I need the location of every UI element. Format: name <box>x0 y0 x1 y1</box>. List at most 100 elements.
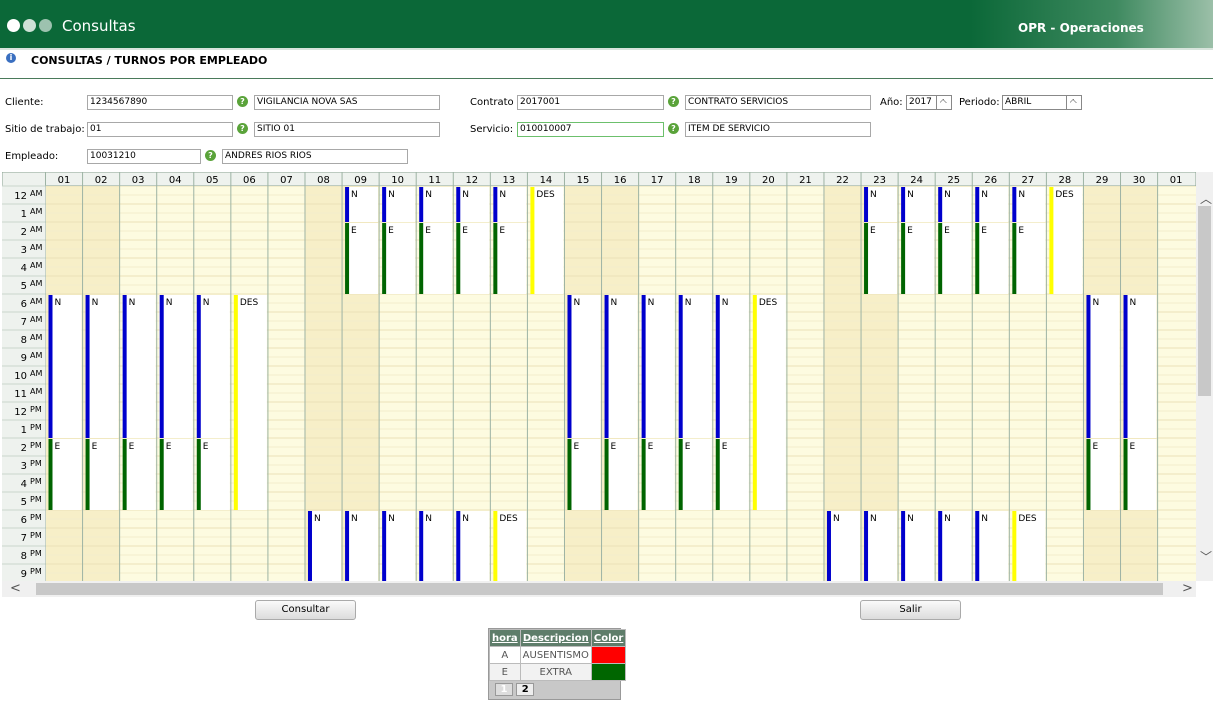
shift-block <box>1086 439 1120 510</box>
consultar-button[interactable]: Consultar <box>255 600 356 620</box>
hour-label: 5 <box>21 281 27 292</box>
shift-label: N <box>129 298 136 308</box>
scroll-down[interactable]: ﹀ <box>1200 550 1213 564</box>
text-input[interactable]: 2017001 <box>517 95 664 110</box>
column-header[interactable]: Descripcion <box>519 629 592 647</box>
shift-bar <box>901 511 906 581</box>
horizontal-scrollbar[interactable]: < > <box>2 581 1196 597</box>
select[interactable]: 2017 <box>906 95 952 110</box>
shift-block <box>233 295 267 510</box>
legend-panel: hora Descripcion Color A AUSENTISMO E EXTRA … <box>488 628 627 700</box>
window-dot <box>23 19 36 32</box>
hour-label: 9 <box>21 353 27 364</box>
text-input[interactable]: CONTRATO SERVICIOS <box>685 95 871 110</box>
shift-block <box>419 223 453 294</box>
scroll-right[interactable]: > <box>1182 581 1193 596</box>
shift-block <box>345 223 379 294</box>
hour-label: 3 <box>21 245 27 256</box>
shift-label: N <box>1130 298 1137 308</box>
hour-label: 7 <box>21 317 27 328</box>
shift-block <box>975 511 1009 581</box>
help-icon[interactable]: ? <box>668 96 679 107</box>
shift-label: E <box>648 442 654 452</box>
day-header: 03 <box>132 175 145 186</box>
day-header: 20 <box>762 175 775 186</box>
scroll-thumb[interactable] <box>1198 206 1211 396</box>
text-input[interactable]: ANDRES RIOS RIOS <box>222 149 408 164</box>
shift-bar <box>456 511 461 581</box>
shift-block <box>938 187 972 222</box>
shift-label: DES <box>240 298 259 308</box>
help-icon[interactable]: ? <box>237 123 248 134</box>
hour-label: 11 <box>14 389 27 400</box>
column-header[interactable]: Color <box>590 629 627 647</box>
shift-block <box>122 439 156 510</box>
day-header: 28 <box>1059 175 1072 186</box>
shift-label: N <box>425 190 432 200</box>
select[interactable]: ABRIL <box>1002 95 1082 110</box>
hour-label: 4 <box>21 479 27 490</box>
help-icon[interactable]: ? <box>668 123 679 134</box>
shift-bar <box>641 295 646 438</box>
page-link[interactable]: 1 <box>495 683 513 696</box>
scroll-thumb[interactable] <box>36 583 1163 595</box>
shift-block <box>196 295 230 438</box>
day-header: 12 <box>465 175 478 186</box>
shift-block <box>382 223 416 294</box>
shift-block <box>715 439 749 510</box>
day-header: 02 <box>95 175 108 186</box>
shift-label: DES <box>759 298 778 308</box>
day-header: 15 <box>577 175 590 186</box>
page-link[interactable]: 2 <box>516 683 535 696</box>
text-input[interactable]: VIGILANCIA NOVA SAS <box>254 95 440 110</box>
field-label: Empleado: <box>5 151 59 162</box>
code-cell: E <box>489 663 521 681</box>
day-header: 22 <box>836 175 849 186</box>
shift-label: N <box>92 298 99 308</box>
shift-bar <box>233 295 238 510</box>
shift-block <box>159 295 193 438</box>
text-input[interactable]: 10031210 <box>87 149 201 164</box>
salir-button[interactable]: Salir <box>860 600 961 620</box>
day-header: 07 <box>280 175 293 186</box>
text-input[interactable]: 01 <box>87 122 233 137</box>
shift-block <box>1123 439 1157 510</box>
shift-block <box>456 511 490 581</box>
text-input[interactable]: 010010007 <box>517 122 664 137</box>
ampm-label: PM <box>30 495 42 504</box>
shift-label: N <box>833 514 840 524</box>
shift-label: E <box>1092 442 1098 452</box>
ampm-label: PM <box>30 567 42 576</box>
shift-bar <box>493 511 498 581</box>
day-header: 06 <box>243 175 256 186</box>
vertical-scrollbar[interactable]: ︿ ﹀ <box>1196 172 1213 581</box>
ampm-label: PM <box>30 531 42 540</box>
text-input[interactable]: ITEM DE SERVICIO <box>685 122 871 137</box>
ampm-label: AM <box>30 297 42 306</box>
shift-block <box>345 187 379 222</box>
hour-label: 12 <box>14 407 27 418</box>
shift-label: E <box>907 226 913 236</box>
day-header: 23 <box>873 175 886 186</box>
shift-bar <box>604 439 609 510</box>
shift-label: E <box>55 442 61 452</box>
shift-bar <box>419 511 424 581</box>
window-dot <box>7 19 20 32</box>
text-input[interactable]: 1234567890 <box>87 95 233 110</box>
help-icon[interactable]: ? <box>205 150 216 161</box>
shift-bar <box>456 187 461 222</box>
shift-bar <box>48 295 53 438</box>
help-icon[interactable]: ? <box>237 96 248 107</box>
scroll-up[interactable]: ︿ <box>1200 192 1213 206</box>
shift-block <box>196 439 230 510</box>
color-cell <box>590 663 627 681</box>
shift-label: N <box>203 298 210 308</box>
column-header[interactable]: hora <box>489 629 521 647</box>
scroll-left[interactable]: < <box>10 581 21 596</box>
shift-block <box>85 295 119 438</box>
shift-block <box>678 295 712 438</box>
shift-block <box>641 439 675 510</box>
shift-block <box>826 511 860 581</box>
day-header: 01 <box>1170 175 1183 186</box>
text-input[interactable]: SITIO 01 <box>254 122 440 137</box>
